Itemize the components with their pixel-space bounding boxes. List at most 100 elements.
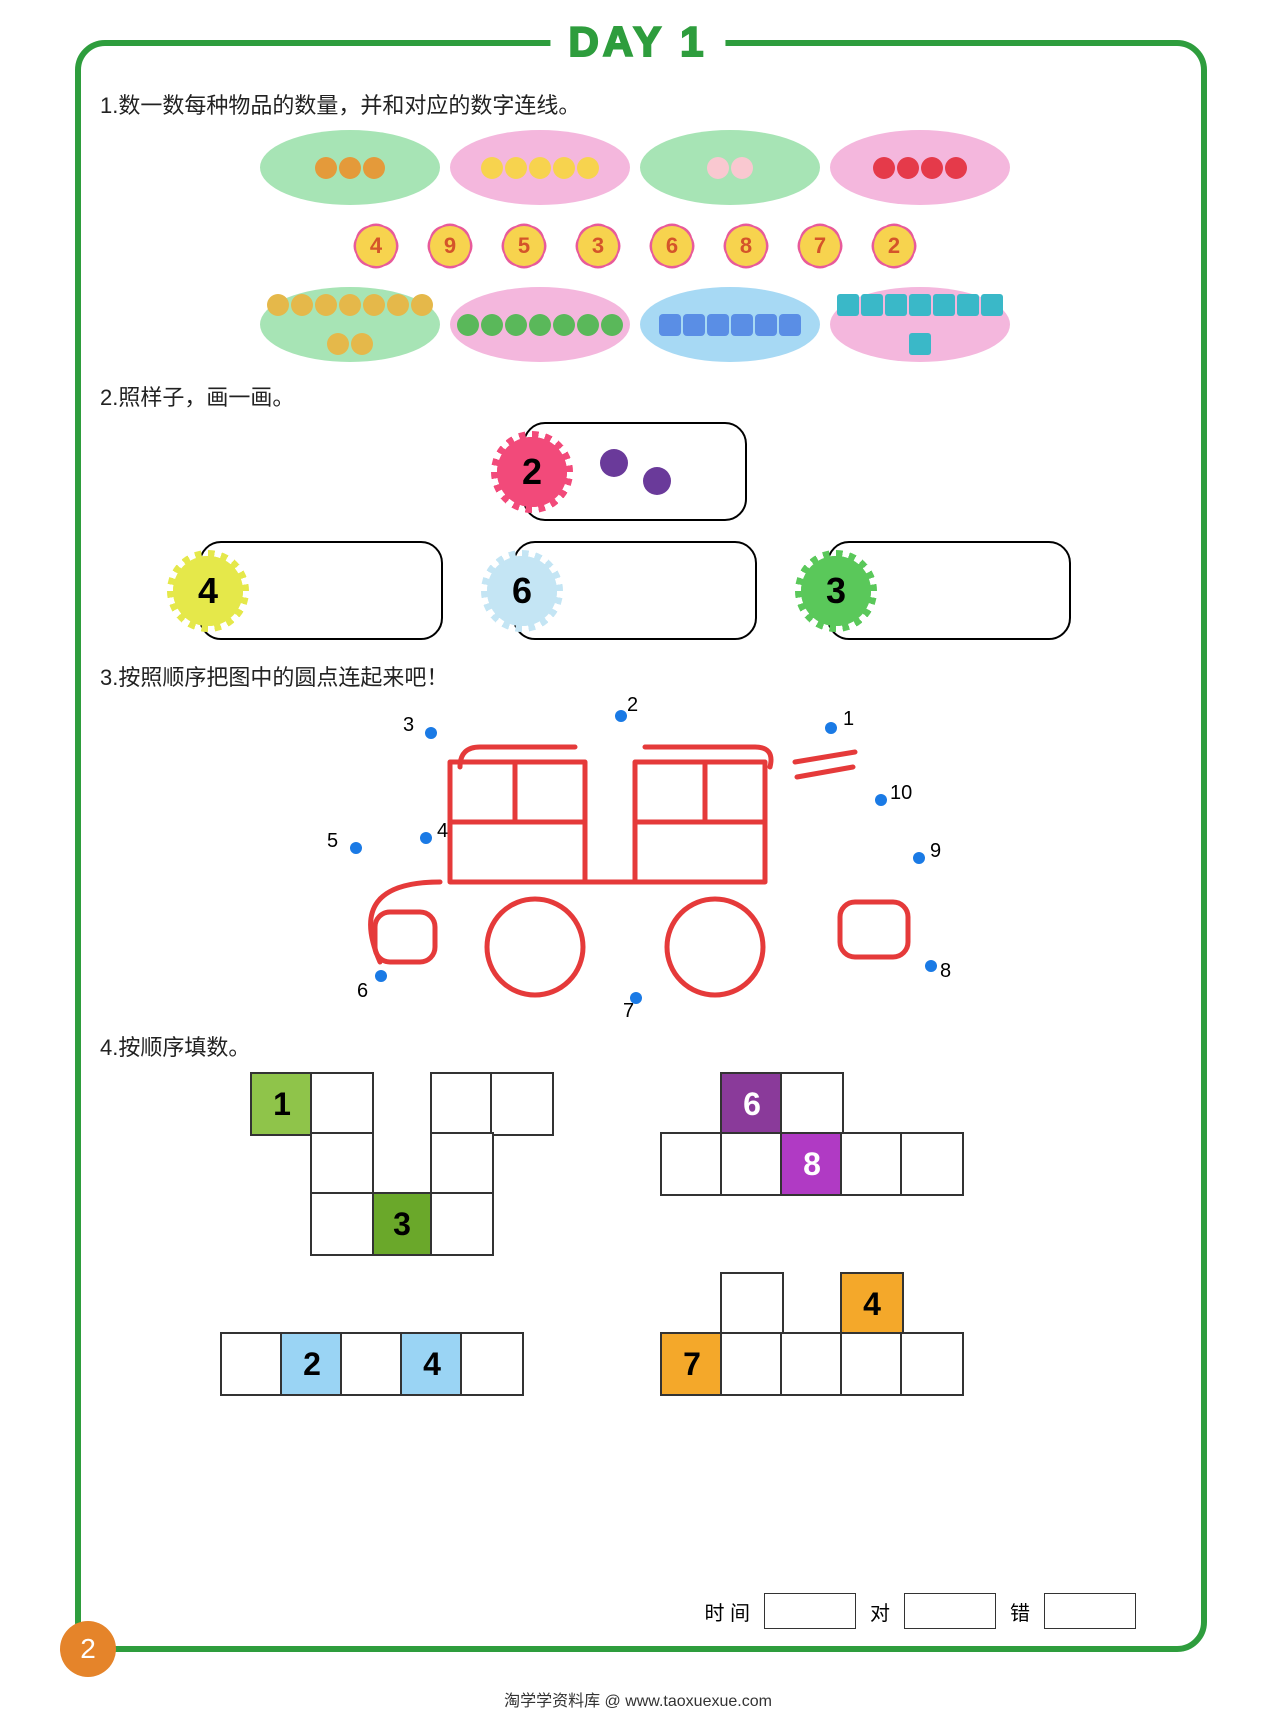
empty-cell[interactable]: [310, 1072, 374, 1136]
q3-connect-dots: 12345678910: [285, 702, 985, 1012]
number-flower[interactable]: 4: [345, 215, 407, 277]
empty-cell[interactable]: [490, 1072, 554, 1136]
q2-boxes: 4 6 3: [100, 541, 1170, 640]
filled-cell: 4: [840, 1272, 904, 1336]
peach-icon: [707, 157, 729, 179]
cookie-icon: [387, 294, 409, 316]
empty-cell[interactable]: [840, 1332, 904, 1396]
item-cloud: [830, 130, 1010, 205]
empty-cell[interactable]: [840, 1132, 904, 1196]
empty-cell[interactable]: [720, 1132, 784, 1196]
q2-text: 2.照样子，画一画。: [100, 380, 1170, 412]
box-icon: [659, 314, 681, 336]
carrot-icon: [529, 314, 551, 336]
cup-icon: [885, 294, 907, 316]
connect-dot[interactable]: [420, 832, 432, 844]
empty-cell[interactable]: [430, 1132, 494, 1196]
empty-cell[interactable]: [720, 1272, 784, 1336]
cookie-icon: [267, 294, 289, 316]
connect-dot[interactable]: [925, 960, 937, 972]
example-dot: [643, 467, 671, 495]
empty-cell[interactable]: [310, 1132, 374, 1196]
bee-icon: [481, 157, 503, 179]
flower-number: 7: [800, 226, 840, 266]
empty-cell[interactable]: [430, 1072, 494, 1136]
cookie-icon: [327, 333, 349, 355]
draw-box[interactable]: 4: [199, 541, 443, 640]
cookie-icon: [411, 294, 433, 316]
flower-number: 3: [578, 226, 618, 266]
number-flower[interactable]: 5: [493, 215, 555, 277]
dot-label: 7: [623, 1000, 634, 1023]
empty-cell[interactable]: [900, 1332, 964, 1396]
dot-label: 6: [357, 980, 368, 1003]
box-icon: [731, 314, 753, 336]
number-flower[interactable]: 6: [641, 215, 703, 277]
time-input[interactable]: [764, 1593, 856, 1629]
box-icon: [779, 314, 801, 336]
wrong-input[interactable]: [1044, 1593, 1136, 1629]
draw-box[interactable]: 3: [827, 541, 1071, 640]
cookie-icon: [339, 294, 361, 316]
number-flower[interactable]: 8: [715, 215, 777, 277]
burger-icon: [315, 157, 337, 179]
number-flower[interactable]: 9: [419, 215, 481, 277]
cookie-icon: [291, 294, 313, 316]
number-badge: 6: [487, 556, 557, 626]
flower-number: 2: [874, 226, 914, 266]
dot-label: 8: [940, 960, 951, 983]
correct-label: 对: [870, 1597, 890, 1626]
carrot-icon: [601, 314, 623, 336]
q1-row2: [100, 287, 1170, 362]
empty-cell[interactable]: [660, 1132, 724, 1196]
strawberry-icon: [897, 157, 919, 179]
content-area: 1.数一数每种物品的数量，并和对应的数字连线。 49536872 2.照样子，画…: [100, 70, 1170, 1452]
empty-cell[interactable]: [780, 1072, 844, 1136]
cookie-icon: [315, 294, 337, 316]
badge-number: 6: [512, 570, 532, 612]
item-cloud: [450, 130, 630, 205]
connect-dot[interactable]: [913, 852, 925, 864]
empty-cell[interactable]: [780, 1332, 844, 1396]
number-flower[interactable]: 2: [863, 215, 925, 277]
box-icon: [683, 314, 705, 336]
dot-label: 5: [327, 830, 338, 853]
empty-cell[interactable]: [900, 1132, 964, 1196]
correct-input[interactable]: [904, 1593, 996, 1629]
connect-dot[interactable]: [825, 722, 837, 734]
car-outline: [285, 702, 985, 1012]
flower-number: 5: [504, 226, 544, 266]
draw-box[interactable]: 6: [513, 541, 757, 640]
item-cloud: [260, 287, 440, 362]
cup-icon: [957, 294, 979, 316]
dot-label: 10: [890, 782, 912, 805]
connect-dot[interactable]: [375, 970, 387, 982]
flower-number: 4: [356, 226, 396, 266]
q2-example-box: 2: [523, 422, 747, 521]
badge-number: 4: [198, 570, 218, 612]
empty-cell[interactable]: [720, 1332, 784, 1396]
empty-cell[interactable]: [310, 1192, 374, 1256]
example-dot: [600, 449, 628, 477]
empty-cell[interactable]: [220, 1332, 284, 1396]
filled-cell: 6: [720, 1072, 784, 1136]
connect-dot[interactable]: [615, 710, 627, 722]
cup-icon: [861, 294, 883, 316]
page-number-badge: 2: [60, 1621, 116, 1677]
empty-cell[interactable]: [340, 1332, 404, 1396]
bee-icon: [577, 157, 599, 179]
footer-credit: 淘学学资料库 @ www.taoxuexue.com: [504, 1687, 772, 1711]
filled-cell: 4: [400, 1332, 464, 1396]
empty-cell[interactable]: [460, 1332, 524, 1396]
cup-icon: [837, 294, 859, 316]
number-flower[interactable]: 3: [567, 215, 629, 277]
carrot-icon: [553, 314, 575, 336]
connect-dot[interactable]: [425, 727, 437, 739]
bee-icon: [505, 157, 527, 179]
number-flower[interactable]: 7: [789, 215, 851, 277]
box-icon: [755, 314, 777, 336]
q3-text: 3.按照顺序把图中的圆点连起来吧！: [100, 660, 1170, 692]
empty-cell[interactable]: [430, 1192, 494, 1256]
connect-dot[interactable]: [875, 794, 887, 806]
connect-dot[interactable]: [350, 842, 362, 854]
